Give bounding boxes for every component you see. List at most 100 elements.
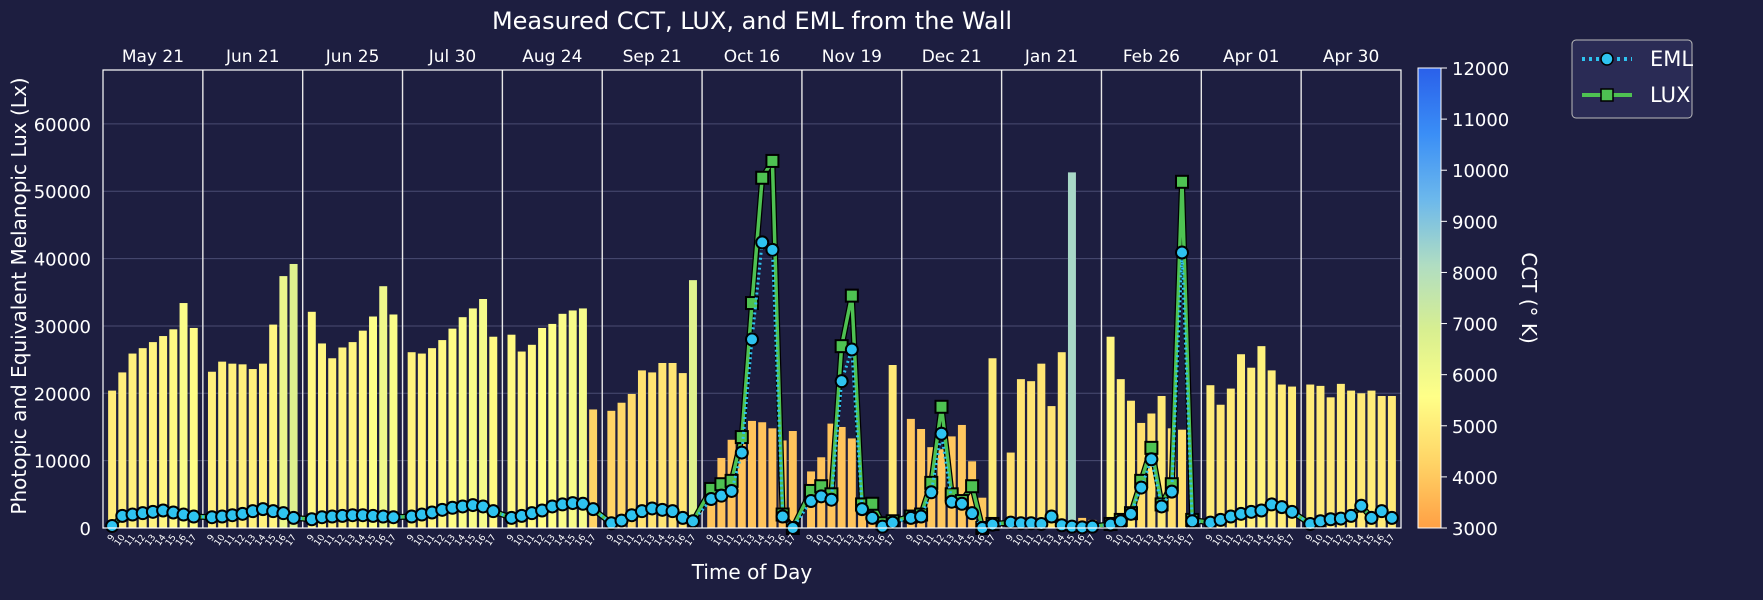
bar xyxy=(758,422,767,528)
date-label: Jan 21 xyxy=(1024,47,1078,67)
bar xyxy=(917,428,926,528)
bar xyxy=(748,420,756,528)
bar xyxy=(369,316,378,528)
bar xyxy=(517,351,526,528)
y-tick-label: 20000 xyxy=(34,384,91,405)
y-axis-ticks: 0 10000 20000 30000 40000 50000 60000 xyxy=(34,115,91,540)
hour-tick-label: 9 xyxy=(805,533,817,544)
hour-tick-label: 17 xyxy=(484,533,499,548)
bar xyxy=(108,390,117,528)
bar xyxy=(1257,346,1266,528)
bar xyxy=(189,327,198,528)
eml-point xyxy=(486,504,501,519)
bar xyxy=(128,353,137,528)
bar xyxy=(1247,367,1256,528)
bar xyxy=(1057,352,1066,528)
bar xyxy=(118,372,127,528)
bar xyxy=(1306,384,1315,528)
eml-point xyxy=(1085,519,1100,534)
eml-point xyxy=(1134,480,1149,495)
eml-point xyxy=(855,502,870,517)
bar xyxy=(1106,336,1115,528)
date-label: Feb 26 xyxy=(1123,47,1180,67)
bar xyxy=(248,369,257,528)
bar xyxy=(479,299,488,528)
date-label: Jun 21 xyxy=(225,47,280,67)
bar xyxy=(1027,381,1036,528)
chart-title: Measured CCT, LUX, and EML from the Wall xyxy=(492,7,1012,35)
bar xyxy=(1016,379,1025,528)
bar xyxy=(218,361,227,528)
eml-point xyxy=(186,509,201,524)
bar xyxy=(1387,395,1396,528)
bar xyxy=(318,343,326,528)
hour-tick-label: 17 xyxy=(584,533,599,548)
eml-point xyxy=(1123,506,1138,521)
hour-tick-label: 9 xyxy=(1204,533,1216,544)
hour-tick-label: 9 xyxy=(1304,533,1316,544)
x-axis-label: Time of Day xyxy=(691,560,813,584)
eml-point xyxy=(734,445,749,460)
y-tick-label: 60000 xyxy=(34,115,91,136)
eml-point xyxy=(914,509,929,524)
bar xyxy=(1037,363,1046,528)
top-date-labels: May 21 Jun 21 Jun 25 Jul 30 Aug 24 Sep 21 Oct … xyxy=(122,47,1379,67)
day-separators xyxy=(202,70,1302,528)
colorbar-tick-label: 10000 xyxy=(1452,161,1509,182)
bar xyxy=(238,364,247,528)
bar xyxy=(957,424,966,528)
hour-tick-label: 9 xyxy=(1005,533,1017,544)
date-label: Jun 25 xyxy=(325,47,380,67)
hour-tick-label: 17 xyxy=(684,533,699,548)
eml-point xyxy=(954,496,969,511)
bar xyxy=(648,372,657,528)
bar xyxy=(279,276,288,528)
hour-tick-label: 9 xyxy=(705,533,717,544)
bar xyxy=(1357,393,1366,528)
colorbar-tick-label: 11000 xyxy=(1452,110,1509,131)
bar xyxy=(1206,385,1215,528)
hour-tick-label: 17 xyxy=(284,533,299,548)
colorbar-tick-label: 12000 xyxy=(1452,59,1509,80)
bar xyxy=(688,280,697,528)
legend: EML LUX xyxy=(1571,39,1693,119)
hour-tick-label: 17 xyxy=(983,533,998,548)
bar xyxy=(1288,386,1297,528)
lux-point xyxy=(934,399,949,414)
bar xyxy=(1147,413,1156,528)
bar xyxy=(179,303,188,528)
bar xyxy=(658,362,667,528)
eml-point xyxy=(755,235,770,250)
hour-tick-label: 9 xyxy=(106,533,118,544)
hour-tick-label: 17 xyxy=(184,533,199,548)
colorbar-tick-label: 5000 xyxy=(1452,417,1498,438)
eml-point xyxy=(965,506,980,521)
lux-point xyxy=(844,288,859,303)
date-label: Aug 24 xyxy=(522,47,582,67)
y-tick-label: 10000 xyxy=(34,452,91,473)
date-label: Sep 21 xyxy=(623,47,682,67)
eml-point xyxy=(1374,504,1389,519)
bar xyxy=(837,426,846,528)
bar xyxy=(269,324,278,528)
bar xyxy=(1326,397,1335,528)
eml-point xyxy=(1364,510,1379,525)
bar xyxy=(548,323,557,528)
bar xyxy=(888,365,897,528)
date-label: Dec 21 xyxy=(922,47,982,67)
hour-tick-label: 9 xyxy=(1105,533,1117,544)
bar xyxy=(207,371,216,528)
colorbar-ticks: 3000 4000 5000 6000 7000 8000 9000 10000 11000 12… xyxy=(1441,59,1509,540)
eml-point xyxy=(1185,514,1200,529)
y-tick-label: 50000 xyxy=(34,182,91,203)
eml-series xyxy=(105,235,1399,535)
bar xyxy=(138,348,147,528)
lux-point xyxy=(765,153,780,168)
eml-point xyxy=(1044,509,1059,524)
eml-point xyxy=(844,342,859,357)
date-label: Nov 19 xyxy=(822,47,882,67)
bar xyxy=(978,497,987,528)
